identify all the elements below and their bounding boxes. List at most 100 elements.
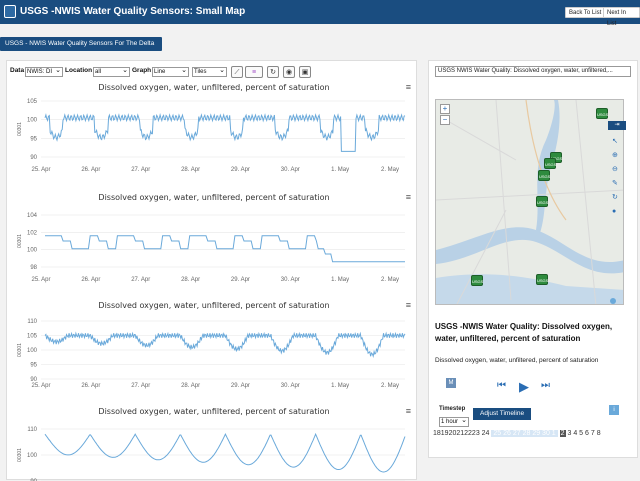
timeline-days[interactable]: 181920212223 24 25 26 27 28 29 30 1 2 3 … <box>433 430 601 437</box>
skip-forward-icon[interactable]: ⏭ <box>541 380 550 391</box>
info-icon[interactable]: ● <box>612 208 617 215</box>
charts-panel: Data NWIS: DI Location all Graph Line Ti… <box>6 60 417 481</box>
series-line[interactable] <box>44 432 406 473</box>
x-tick-label: 26. Apr <box>81 167 100 173</box>
location-label: Location <box>65 67 93 74</box>
x-tick-label: 2. May <box>381 167 399 173</box>
chart-2: Dissolved oxygen, water, unfiltered, per… <box>15 191 413 301</box>
y-tick-label: 95 <box>30 136 37 142</box>
zoom-out-tool-icon[interactable]: ⊖ <box>612 166 618 173</box>
y-tick-label: 102 <box>27 230 38 236</box>
sensor-marker-icon[interactable]: USGS <box>538 170 550 181</box>
chart-menu-icon[interactable]: ≡ <box>405 192 411 202</box>
y-tick-label: 100 <box>27 453 38 459</box>
series-line[interactable] <box>45 235 405 263</box>
chart-plot: 110 105 100 95 90 00301 25. Apr 26. Apr 27. Apr 2… <box>17 319 406 389</box>
y-tick-label: 90 <box>30 155 37 161</box>
timestep-select[interactable]: 1 hour <box>439 417 469 427</box>
next-in-list-button[interactable]: Next In List <box>603 7 640 27</box>
y-tick-label: 95 <box>30 363 37 369</box>
rotate-icon[interactable]: ↻ <box>612 194 618 201</box>
chart-plot: 1101009000301 <box>17 427 406 481</box>
days-before: 181920212223 24 <box>433 430 490 437</box>
chart-plot: 105 100 95 90 00301 25. Apr 26. Apr 27. Apr 28. … <box>17 99 406 173</box>
y-tick-label: 100 <box>27 248 38 254</box>
chart-title: Dissolved oxygen, water, unfiltered, per… <box>98 301 330 310</box>
select-icon[interactable]: ↖ <box>612 138 618 145</box>
sensor-marker-icon[interactable]: USGS <box>596 108 608 119</box>
days-after: 3 4 5 6 7 8 <box>567 430 601 437</box>
page-title: USGS -NWIS Water Quality Sensors: Small … <box>20 6 246 17</box>
y-axis-label: 00301 <box>17 122 23 136</box>
x-tick-label: 2. May <box>381 383 399 389</box>
series-line[interactable] <box>44 331 406 359</box>
m-button[interactable]: M <box>446 378 456 388</box>
chart-1: Dissolved oxygen, water, unfiltered, per… <box>15 81 413 191</box>
x-tick-label: 28. Apr <box>181 167 200 173</box>
y-tick-label: 105 <box>27 99 38 105</box>
x-tick-label: 27. Apr <box>131 383 150 389</box>
sensor-marker-icon[interactable]: USGS <box>536 196 548 207</box>
map-view[interactable]: + − USGS USGS USGS USGS USGS USGS USGS <box>435 99 624 305</box>
current-day: 2 <box>559 430 566 437</box>
app-header: USGS -NWIS Water Quality Sensors: Small … <box>0 0 640 27</box>
x-tick-label: 29. Apr <box>231 167 250 173</box>
chart-title: Dissolved oxygen, water, unfiltered, per… <box>98 407 330 416</box>
chart-title: Dissolved oxygen, water, unfiltered, per… <box>98 193 330 202</box>
map-scroll-dot[interactable] <box>610 298 616 304</box>
sensor-marker-icon[interactable]: USGS <box>471 275 483 286</box>
tiles-select[interactable]: Tiles <box>192 67 227 77</box>
info-button[interactable]: i <box>609 405 619 415</box>
skip-back-icon[interactable]: ⏮ <box>497 380 506 391</box>
legend-icon[interactable]: ≡ <box>245 66 263 78</box>
draw-icon[interactable]: ✎ <box>612 180 618 187</box>
x-tick-label: 30. Apr <box>281 167 300 173</box>
map-layer-select[interactable]: USGS NWIS Water Quality: Dissolved oxyge… <box>435 66 631 77</box>
x-tick-label: 29. Apr <box>231 277 250 283</box>
adjust-timeline-button[interactable]: Adjust Timeline <box>473 408 532 420</box>
map-panel: USGS NWIS Water Quality: Dissolved oxyge… <box>428 60 638 458</box>
series-line[interactable] <box>44 113 406 152</box>
sensor-group-tab[interactable]: USGS - NWIS Water Quality Sensors For Th… <box>0 37 162 51</box>
chart-menu-icon[interactable]: ≡ <box>405 82 411 92</box>
y-axis-label: 00301 <box>17 234 23 248</box>
x-tick-label: 26. Apr <box>81 383 100 389</box>
refresh-icon[interactable]: ↻ <box>267 66 279 78</box>
usgs-logo-icon <box>4 5 16 18</box>
data-label: Data <box>10 67 25 74</box>
sensor-marker-icon[interactable]: USGS <box>536 274 548 285</box>
days-selected: 25 26 27 28 29 30 1 <box>491 430 558 437</box>
chart-type-icon[interactable]: ⟋ <box>231 66 243 78</box>
y-axis-label: 00301 <box>17 343 23 357</box>
chart-4: Dissolved oxygen, water, unfiltered, per… <box>15 405 413 481</box>
layer-title: USGS -NWIS Water Quality: Dissolved oxyg… <box>435 322 613 343</box>
layer-subtitle: Dissolved oxygen, water, unfiltered, per… <box>435 357 599 364</box>
chart-menu-icon[interactable]: ≡ <box>405 406 411 416</box>
x-tick-label: 28. Apr <box>181 277 200 283</box>
chart-menu-icon[interactable]: ≡ <box>405 300 411 310</box>
location-select[interactable]: all <box>93 67 130 77</box>
sensor-marker-icon[interactable]: USGS <box>544 158 556 169</box>
layers-icon[interactable]: ⇥ <box>608 121 626 130</box>
save-icon[interactable]: ▣ <box>299 66 311 78</box>
sensor-marker-icon[interactable]: USGS <box>550 152 562 163</box>
x-tick-label: 27. Apr <box>131 277 150 283</box>
chart-title: Dissolved oxygen, water, unfiltered, per… <box>98 83 330 92</box>
chart-3: Dissolved oxygen, water, unfiltered, per… <box>15 299 413 405</box>
back-to-list-button[interactable]: Back To List <box>565 7 606 18</box>
y-tick-label: 98 <box>30 265 37 271</box>
graph-select[interactable]: Line <box>152 67 189 77</box>
x-tick-label: 1. May <box>331 383 349 389</box>
x-tick-label: 25. Apr <box>31 167 50 173</box>
zoom-out-button[interactable]: − <box>440 115 450 125</box>
y-tick-label: 104 <box>27 213 38 219</box>
map-toolbar: ↖ ⊕ ⊖ ✎ ↻ ● <box>612 135 618 219</box>
x-tick-label: 1. May <box>331 277 349 283</box>
data-select[interactable]: NWIS: DI <box>25 67 63 77</box>
x-tick-label: 1. May <box>331 167 349 173</box>
view-icon[interactable]: ◉ <box>283 66 295 78</box>
zoom-in-tool-icon[interactable]: ⊕ <box>612 152 618 159</box>
zoom-in-button[interactable]: + <box>440 104 450 114</box>
play-icon[interactable]: ▶ <box>519 379 529 394</box>
x-tick-label: 29. Apr <box>231 383 250 389</box>
